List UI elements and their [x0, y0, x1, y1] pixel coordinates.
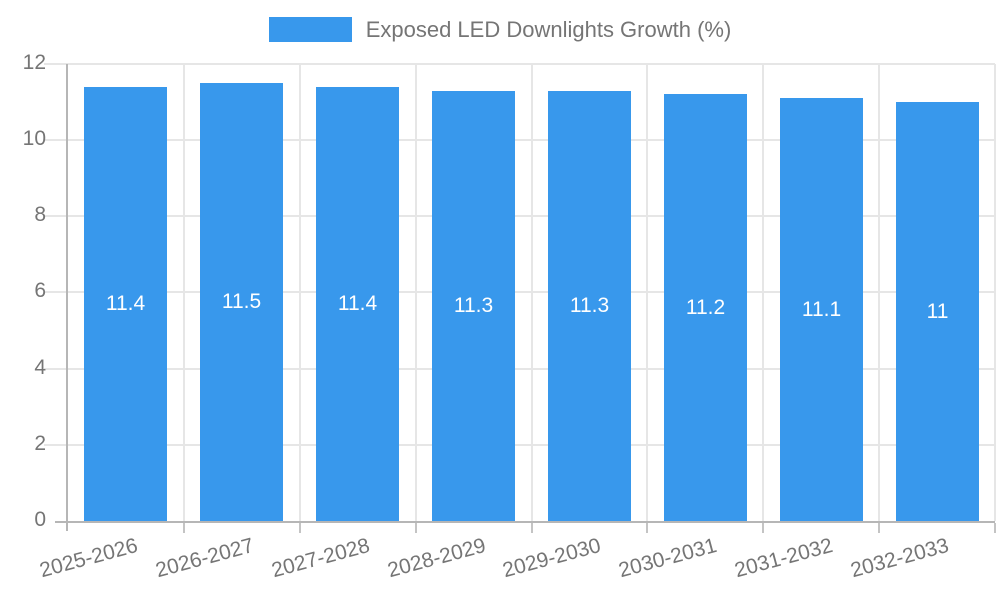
x-axis-tick-mark	[183, 523, 185, 533]
vertical-gridline	[646, 64, 648, 521]
bar-value-label: 11	[926, 299, 949, 323]
bar-value-label: 11.3	[453, 294, 494, 317]
vertical-gridline	[878, 64, 880, 521]
bar-value-label: 11.4	[337, 292, 378, 315]
vertical-gridline	[183, 64, 185, 521]
y-axis-tick-label: 6	[34, 279, 46, 302]
bar: 11.3	[548, 91, 631, 521]
bar-value-label: 11.2	[685, 295, 726, 319]
vertical-gridline	[531, 64, 533, 521]
legend-color-swatch	[268, 17, 352, 42]
bar: 11.3	[432, 91, 515, 521]
vertical-gridline	[994, 64, 996, 521]
y-axis-tick-label: 12	[22, 51, 46, 74]
bar: 11	[896, 102, 979, 521]
x-axis-tick-mark	[415, 523, 417, 533]
vertical-gridline	[762, 64, 764, 521]
horizontal-gridline	[44, 444, 995, 446]
bar: 11.2	[664, 94, 747, 521]
chart-legend: Exposed LED Downlights Growth (%)	[0, 17, 1000, 42]
bar: 11.5	[200, 83, 283, 521]
x-axis-line	[55, 521, 995, 523]
x-axis-tick-mark	[878, 523, 880, 533]
bar-value-label: 11.1	[801, 297, 842, 321]
y-axis-line	[66, 64, 68, 531]
horizontal-gridline	[44, 368, 995, 370]
y-axis-tick-label: 10	[22, 127, 46, 150]
y-axis-tick-label: 2	[34, 432, 46, 455]
y-axis-tick-label: 0	[34, 508, 46, 531]
x-axis-tick-mark	[299, 523, 301, 533]
x-axis-tick-mark	[531, 523, 533, 533]
bar-value-label: 11.5	[221, 290, 262, 313]
bar-value-label: 11.4	[105, 292, 146, 315]
vertical-gridline	[299, 64, 301, 521]
vertical-gridline	[415, 64, 417, 521]
bar-value-label: 11.3	[569, 294, 610, 317]
y-axis-tick-label: 8	[34, 203, 46, 226]
horizontal-gridline	[44, 63, 995, 65]
plot-area: 11.4 11.5 11.4 11.3 11.3 11.2 11.1 11	[44, 63, 996, 533]
y-axis-tick-label: 4	[34, 356, 46, 379]
x-axis-tick-mark	[994, 523, 996, 533]
horizontal-gridline	[44, 139, 995, 141]
x-axis-tick-mark	[762, 523, 764, 533]
x-axis-tick-mark	[646, 523, 648, 533]
bar: 11.4	[84, 87, 167, 521]
horizontal-gridline	[44, 291, 995, 293]
bar: 11.4	[316, 87, 399, 521]
horizontal-gridline	[44, 215, 995, 217]
legend-series-label: Exposed LED Downlights Growth (%)	[365, 17, 732, 42]
bar: 11.1	[780, 98, 863, 521]
